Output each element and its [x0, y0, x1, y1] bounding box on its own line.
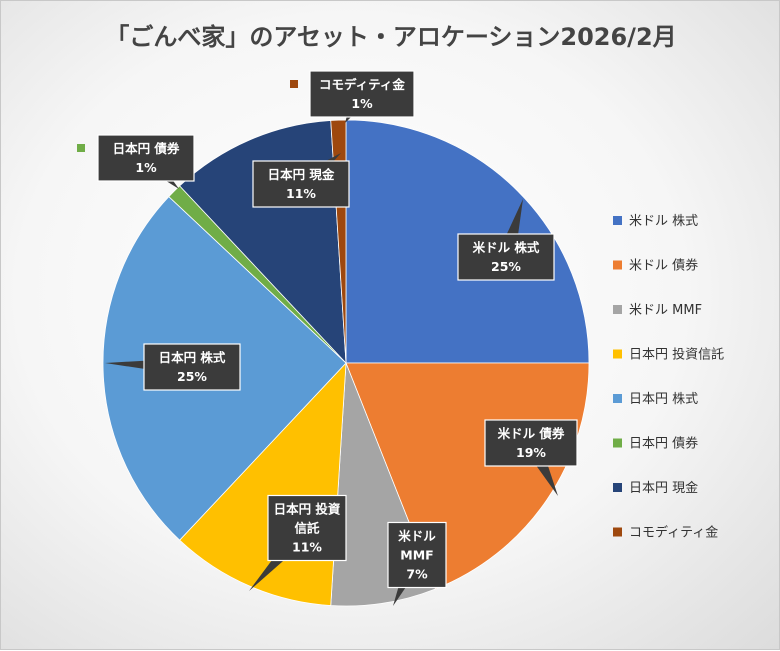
legend-label: 日本円 現金 — [629, 480, 698, 496]
label-text: 1% — [351, 96, 373, 111]
data-label: 米ドル MMF 7% — [387, 521, 447, 606]
data-label: コモディティ金 1% — [309, 70, 415, 123]
data-label: 米ドル 株式 25% — [457, 199, 555, 281]
legend-entry: 日本円 投資信託 — [613, 347, 724, 363]
label-text: 米ドル 債券 — [497, 426, 565, 441]
legend-swatch — [613, 483, 622, 492]
legend-label: 米ドル 株式 — [629, 214, 698, 229]
label-text: 11% — [292, 540, 322, 555]
legend-swatch — [613, 305, 622, 314]
label-text: MMF — [400, 548, 433, 563]
legend-swatch — [613, 394, 622, 403]
legend-label: 米ドル 債券 — [629, 258, 698, 274]
data-label: 日本円 投資信託 11% — [249, 494, 347, 591]
legend-entry: 日本円 債券 — [613, 436, 698, 452]
label-text: 1% — [135, 160, 157, 175]
legend-entry: 日本円 現金 — [613, 480, 698, 496]
legend-label: 日本円 株式 — [629, 392, 698, 407]
legend-entry: 日本円 株式 — [613, 392, 698, 407]
legend-label: 日本円 投資信託 — [629, 347, 724, 363]
label-box — [457, 233, 555, 281]
label-text: 信託 — [294, 521, 320, 536]
chart-title: 「ごんべ家」のアセット・アロケーション2026/2月 — [105, 23, 676, 51]
legend-label: 米ドル MMF — [629, 303, 702, 318]
label-box — [97, 134, 195, 182]
legend-label: コモディティ金 — [629, 525, 718, 541]
legend-swatch — [613, 260, 622, 270]
label-box — [252, 160, 350, 208]
label-box — [143, 343, 241, 391]
legend-swatch — [613, 527, 622, 537]
legend-entry: 米ドル MMF — [613, 303, 702, 318]
label-box — [309, 70, 415, 118]
legend-swatch — [613, 438, 622, 448]
label-text: 25% — [491, 259, 521, 274]
label-text: 米ドル 株式 — [472, 240, 540, 255]
data-label: 米ドル 債券 19% — [484, 419, 578, 496]
data-label: 日本円 現金 11% — [252, 153, 350, 208]
label-text: 米ドル — [397, 529, 436, 544]
label-text: コモディティ金 — [319, 77, 405, 92]
label-text: 日本円 投資 — [274, 502, 341, 517]
label-text: 日本円 債券 — [113, 141, 180, 156]
label-text: 7% — [406, 567, 428, 582]
label-box — [267, 494, 347, 562]
legend-label: 日本円 債券 — [629, 436, 698, 452]
legend-entry: 米ドル 債券 — [613, 258, 698, 274]
legend-entry: 米ドル 株式 — [613, 214, 698, 229]
label-box — [387, 521, 447, 589]
data-label: 日本円 株式 25% — [105, 343, 241, 391]
label-text: 11% — [286, 186, 316, 201]
label-box — [484, 419, 578, 467]
label-text: 日本円 現金 — [268, 167, 335, 182]
legend-entry: コモディティ金 — [613, 525, 718, 541]
legend-swatch — [613, 349, 622, 359]
data-label: 日本円 債券 1% — [97, 134, 195, 189]
label-marker — [77, 144, 85, 152]
label-text: 25% — [177, 369, 207, 384]
label-marker — [290, 80, 298, 88]
legend-swatch — [613, 216, 622, 225]
label-text: 日本円 株式 — [159, 350, 226, 365]
label-text: 19% — [516, 445, 546, 460]
